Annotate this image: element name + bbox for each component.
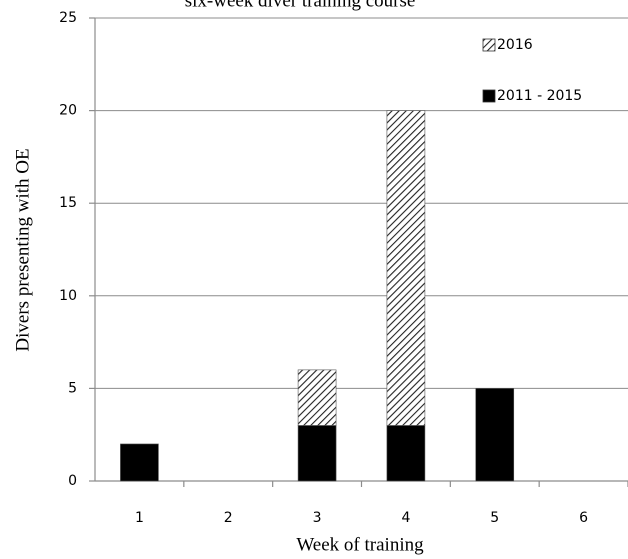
y-tick-label: 25 (59, 10, 77, 26)
legend-label: 2011 - 2015 (497, 88, 582, 104)
x-tick-label: 5 (490, 510, 499, 526)
x-tick-label: 4 (401, 510, 410, 526)
bar (386, 110, 426, 426)
y-axis-label: Divers presenting with OE (12, 148, 33, 351)
legend-swatch (482, 89, 496, 103)
chart-title: six-week diver training course (185, 0, 416, 11)
bar (297, 369, 337, 426)
x-tick-label: 1 (135, 510, 144, 526)
legend-swatch (482, 38, 496, 52)
bar (297, 425, 337, 482)
y-tick-label: 10 (59, 288, 77, 304)
x-axis-label: Week of training (296, 534, 424, 555)
x-tick-label: 2 (224, 510, 233, 526)
x-tick-label: 6 (579, 510, 588, 526)
x-tick-label: 3 (313, 510, 322, 526)
y-tick-label: 20 (59, 103, 77, 119)
bar (386, 425, 426, 482)
bar (475, 388, 515, 482)
legend-label: 2016 (497, 37, 533, 53)
y-tick-label: 0 (68, 473, 77, 489)
y-tick-label: 5 (68, 380, 77, 396)
bar (120, 443, 159, 482)
y-tick-label: 15 (59, 195, 77, 211)
